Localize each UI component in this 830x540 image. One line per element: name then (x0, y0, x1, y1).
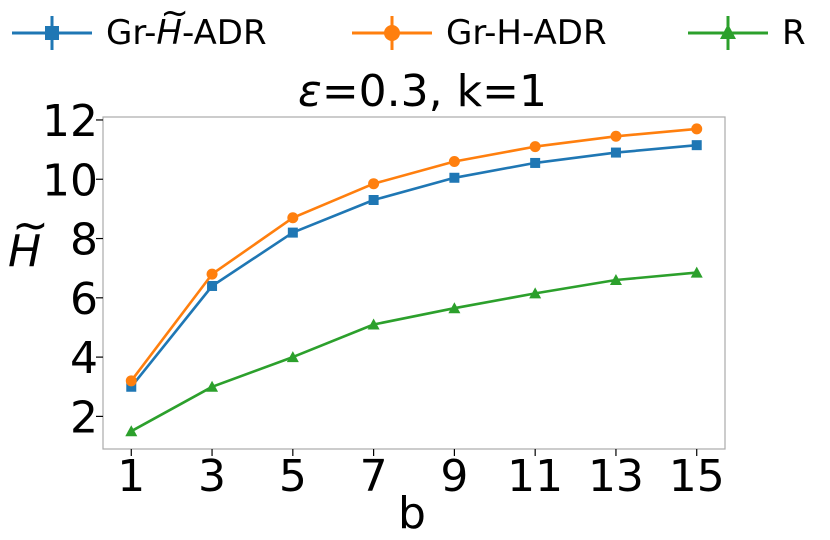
data-point-circle (448, 155, 460, 167)
x-tick-label: 9 (440, 451, 468, 502)
data-point-circle (206, 268, 218, 280)
legend-label: Gr-H ~ -ADR (106, 0, 267, 53)
series-line (130, 127, 697, 382)
data-point-triangle (206, 380, 219, 392)
x-axis-label: b (398, 488, 426, 539)
x-tick-label: 3 (198, 451, 226, 502)
x-tick-label: 13 (588, 451, 644, 502)
data-point-circle (125, 375, 137, 387)
legend-item-gr-h-adr: Gr-H-ADR (352, 8, 607, 58)
data-point-square (449, 172, 460, 183)
x-tick-label: 15 (669, 451, 725, 502)
legend-marker-circle (352, 16, 432, 50)
legend-item-gr-htilde-adr: Gr-H ~ -ADR (12, 0, 267, 58)
data-point-circle (529, 141, 541, 153)
data-point-circle (610, 130, 622, 142)
series-line (130, 271, 697, 433)
data-point-triangle (367, 318, 380, 330)
x-tick-label: 11 (507, 451, 563, 502)
x-tick-label: 1 (117, 451, 145, 502)
legend: Gr-H ~ -ADR Gr-H-ADR R (0, 0, 830, 58)
data-point-square (610, 147, 621, 158)
data-point-square (691, 140, 702, 151)
data-point-triangle (448, 302, 461, 314)
data-point-triangle (286, 351, 299, 363)
data-point-square (126, 381, 137, 392)
y-tick-label: 8 (70, 215, 98, 266)
y-axis-label: H ~ (8, 200, 49, 277)
data-point-circle (691, 123, 703, 135)
y-tick-label: 6 (70, 274, 98, 325)
y-tick-label: 10 (42, 155, 98, 206)
data-point-triangle (609, 274, 622, 286)
x-tick-label: 5 (279, 451, 307, 502)
data-point-square (287, 227, 298, 238)
legend-label: Gr-H-ADR (446, 13, 607, 53)
data-point-square (530, 157, 541, 168)
y-tick-label: 4 (70, 333, 98, 384)
y-tick-label: 12 (42, 96, 98, 147)
data-point-triangle (690, 266, 703, 278)
data-point-triangle (529, 287, 542, 299)
legend-label: R (782, 13, 806, 53)
data-point-square (207, 280, 218, 291)
legend-item-r: R (688, 8, 806, 58)
legend-marker-triangle (688, 16, 768, 50)
data-point-triangle (125, 425, 138, 437)
data-point-circle (368, 178, 380, 190)
chart-title: ε=0.3, k=1 (298, 66, 547, 117)
data-point-circle (287, 212, 299, 224)
plot-area-frame (102, 116, 726, 450)
legend-marker-square (12, 16, 92, 50)
data-point-square (368, 195, 379, 205)
x-tick-label: 7 (360, 451, 388, 502)
series-line (130, 143, 697, 388)
y-tick-label: 2 (70, 392, 98, 443)
